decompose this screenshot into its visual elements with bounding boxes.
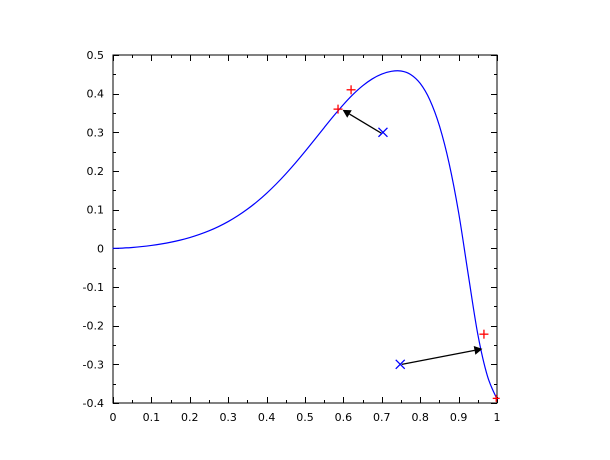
annotation-arrow-layer bbox=[342, 109, 483, 365]
x-tick-label: 0.2 bbox=[181, 411, 199, 424]
marker-annotation-2-target bbox=[479, 329, 489, 339]
y-tick-label: -0.4 bbox=[83, 397, 104, 410]
x-tick-label: 0.3 bbox=[219, 411, 237, 424]
x-axis-minor-ticks bbox=[132, 55, 479, 403]
data-series-layer bbox=[112, 70, 498, 400]
y-tick-label: 0.3 bbox=[87, 126, 105, 139]
y-tick-label: -0.1 bbox=[83, 281, 104, 294]
y-axis-tick-labels: -0.4 -0.3 -0.2 -0.1 0 0.1 0.2 0.3 0.4 0.5 bbox=[83, 49, 104, 410]
annotation-marker-layer bbox=[333, 85, 500, 402]
x-tick-label: 0.4 bbox=[258, 411, 276, 424]
marker-annotation-2-source bbox=[395, 359, 406, 370]
y-tick-label: 0.4 bbox=[87, 88, 105, 101]
marker-curve-endpoint-tick bbox=[492, 394, 500, 402]
y-tick-label: -0.3 bbox=[83, 358, 104, 371]
x-tick-label: 0.5 bbox=[296, 411, 314, 424]
x-tick-label: 0.1 bbox=[143, 411, 161, 424]
y-tick-label: 0.2 bbox=[87, 165, 105, 178]
y-axis-minor-ticks bbox=[113, 74, 497, 385]
annotation-arrow-lower bbox=[401, 346, 483, 365]
x-tick-label: 0 bbox=[110, 411, 117, 424]
x-tick-label: 1 bbox=[494, 411, 501, 424]
x-axis-tick-labels: 0 0.1 0.2 0.3 0.4 0.5 0.6 0.7 0.8 0.9 1 bbox=[110, 411, 501, 424]
series-line-curve bbox=[112, 70, 498, 400]
x-tick-label: 0.6 bbox=[335, 411, 353, 424]
marker-annotation-1-source bbox=[377, 127, 388, 138]
marker-annotation-1-anchor bbox=[333, 104, 343, 114]
y-tick-label: 0.1 bbox=[87, 204, 105, 217]
y-tick-label: 0 bbox=[97, 242, 104, 255]
marker-annotation-1-target bbox=[346, 85, 356, 95]
x-tick-label: 0.8 bbox=[411, 411, 429, 424]
annotation-arrow-upper bbox=[342, 109, 383, 135]
x-tick-label: 0.9 bbox=[450, 411, 468, 424]
y-tick-label: 0.5 bbox=[87, 49, 105, 62]
y-tick-label: -0.2 bbox=[83, 320, 104, 333]
x-tick-label: 0.7 bbox=[373, 411, 391, 424]
